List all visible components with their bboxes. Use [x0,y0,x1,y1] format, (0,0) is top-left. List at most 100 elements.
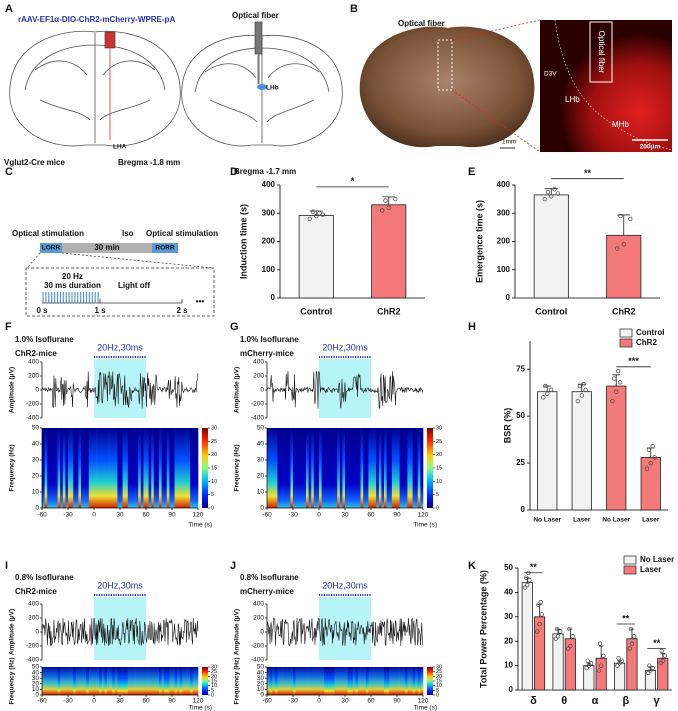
spectrogram-cell [133,667,136,695]
colorbar [202,428,208,508]
amp-tick-label: -200 [26,643,39,650]
y-tick-label: 30 [504,612,513,621]
spectrogram-cell [109,428,113,508]
spectrogram-cell [342,428,346,508]
amp-tick-label: -400 [26,657,39,664]
data-point [577,383,582,389]
data-point [585,658,590,663]
spectrogram-cell [70,428,74,508]
panel-label: H [468,321,476,333]
amp-tick-label: 400 [28,359,39,366]
label: 20 Hz [62,272,83,281]
label: Vglut2-Cre mice [4,158,65,167]
spectrogram-cell [192,428,196,508]
spectrogram-cell [78,428,82,508]
spectrogram-cell [404,667,408,695]
spectrogram-cell [394,667,398,695]
colorbar-tick-label: 25 [436,669,442,675]
freq-tick-label: 30 [32,675,40,682]
spectrogram-cell [285,667,289,695]
spectrogram-cell [88,667,92,695]
optical-fiber [254,21,263,55]
freq-tick-label: 30 [32,457,40,464]
spectrogram-cell [94,428,97,508]
spectrogram-cell [190,667,194,695]
y-tick-label: 25 [516,458,525,467]
colorbar-tick-label: 20 [436,452,442,458]
spectrogram-cell [332,428,335,508]
colorbar-tick-label: 15 [211,678,217,684]
spectrogram-cell [391,428,395,508]
spectrogram-cell [83,667,87,695]
spectrogram-cell [75,667,79,695]
label: Bregma -1.7 mm [234,167,296,176]
spectrogram-cell [47,667,51,695]
significance-label: ** [530,562,538,572]
spectrogram-cell [352,428,356,508]
spectrogram-cell [412,667,416,695]
colorbar-tick-label: 0 [211,505,214,511]
spectrogram-cell [44,428,48,508]
spectrogram-cell [274,428,278,508]
colorbar-tick-label: 10 [211,683,217,689]
data-point [601,653,606,658]
spectrogram-cell [179,667,183,695]
spectrogram-cell [287,667,291,695]
label: Optical fiber [597,31,606,74]
legend-label: Control [636,328,664,337]
label: Optical stimulation [12,229,84,238]
spectrogram-cell [52,428,56,508]
x-tick-label: ChR2 [612,306,636,316]
data-point [596,668,602,673]
panel-label: K [468,560,476,572]
data-point [523,575,529,580]
spectrogram-cell [358,667,361,695]
spectrogram-cell [117,667,121,695]
amp-tick-label: 200 [28,615,39,622]
label: LHb [565,95,580,104]
spectrogram-cell [319,667,322,695]
y-tick-label: 400 [497,180,511,189]
amp-tick-label: 0 [35,629,39,636]
y-tick-label: 100 [262,265,276,274]
data-point [567,626,572,632]
spectrogram-cell [125,428,129,508]
data-point [383,198,388,203]
spectrogram-cell [81,428,84,508]
spectrogram-cell [62,428,66,508]
panel-label: I [5,560,8,572]
stim-label: 20Hz,30ms [322,580,368,590]
bar [606,234,642,299]
freq-axis-label: Frequency (Hz) [9,658,16,705]
spectrogram-cell [130,428,134,508]
data-point [599,663,604,668]
label: Bregma -1.8 mm [118,158,180,167]
spectrogram-cell [282,428,286,508]
label: LORR [42,245,61,252]
spectrogram-cell [381,428,385,508]
data-point [621,242,626,247]
label: rAAV-EF1α-DIO-ChR2-mCherry-WPRE-pA [18,15,175,24]
spectrogram-cell [326,667,330,695]
bar [626,638,638,691]
time-tick-label: 90 [168,512,176,519]
bar [552,633,564,691]
spectrogram-cell [49,428,53,508]
time-tick-label: 90 [393,512,401,519]
amp-axis-label: Amplitude (μV) [234,367,241,413]
freq-tick-label: 40 [257,441,265,448]
label: LHb [266,85,279,92]
spectrogram-cell [397,667,400,695]
spectrogram-cell [321,428,325,508]
spectrogram-cell [99,667,103,695]
light-pulses [42,292,99,303]
spectrogram-cell [169,667,173,695]
freq-tick-label: 20 [257,681,265,688]
spectrogram-cell [399,667,403,695]
significance-label: ** [622,613,630,623]
data-point [629,641,635,646]
colorbar-tick-label: 30 [436,664,442,670]
colorbar [427,667,433,695]
spectrogram-cell [319,428,322,508]
